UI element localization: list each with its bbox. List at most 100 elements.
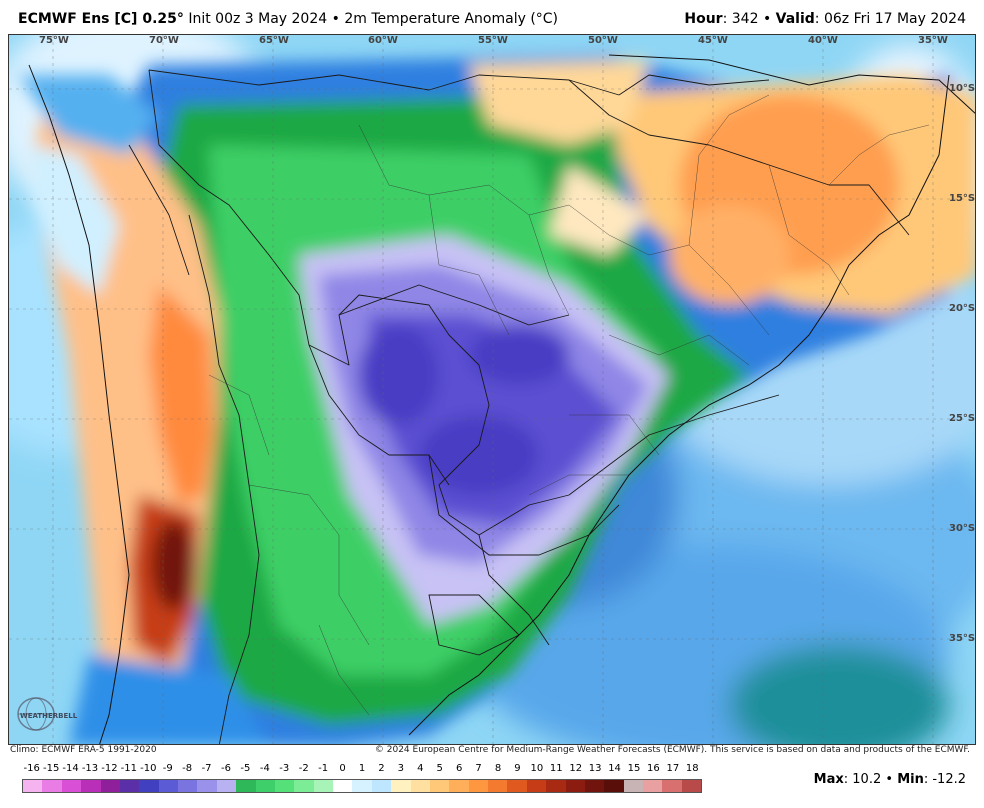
colorbar-swatch: [488, 780, 508, 792]
lon-label-35w: 35°W: [918, 35, 948, 46]
colorbar-legend: -16 -15 -14 -13 -12 -11 -10 -9 -8 -7 -6 -5 -4 -3 -2 -1 0…: [22, 763, 702, 803]
colorbar-swatch: [333, 780, 353, 792]
map-title: ECMWF Ens [C] 0.25° Init 00z 3 May 2024 …: [18, 11, 558, 27]
valid-label: Valid: [775, 11, 815, 27]
max-label: Max: [813, 772, 844, 787]
colorbar-swatch: [100, 780, 120, 792]
colorbar-tick-label: -15: [42, 763, 60, 774]
lon-label-70w: 70°W: [149, 35, 179, 46]
colorbar-tick-label: 16: [647, 763, 660, 774]
copyright-note: © 2024 European Centre for Medium-Range …: [374, 745, 970, 755]
colorbar-swatch: [236, 780, 256, 792]
colorbar-swatch: [216, 780, 237, 792]
colorbar-swatch: [662, 780, 682, 792]
colorbar-swatch: [119, 780, 140, 792]
colorbar-tick-label: -14: [62, 763, 79, 774]
colorbar-tick-label: 9: [514, 763, 521, 774]
state-borders: [208, 94, 930, 716]
map-canvas: [9, 35, 975, 744]
colorbar-tick-label: 4: [417, 763, 424, 774]
colorbar-tick-label: -3: [279, 763, 290, 774]
colorbar-swatch: [352, 780, 372, 792]
colorbar-swatch: [371, 780, 392, 792]
colorbar-swatch: [546, 780, 566, 792]
weatherbell-logo: WEATHERBELL: [14, 694, 84, 734]
forecast-time: Hour: 342 • Valid: 06z Fri 17 May 2024: [684, 11, 966, 27]
init-time: Init 00z 3 May 2024: [188, 11, 328, 27]
lon-label-45w: 45°W: [698, 35, 728, 46]
colorbar-swatch: [391, 780, 411, 792]
colorbar-swatch: [643, 780, 663, 792]
lon-label-60w: 60°W: [368, 35, 398, 46]
colorbar-swatch: [178, 780, 198, 792]
max-min-readout: Max: 10.2 • Min: -12.2: [813, 772, 966, 787]
lat-label-30s: 30°S: [949, 523, 976, 534]
min-value: -12.2: [932, 772, 966, 787]
colorbar-swatch: [313, 780, 333, 792]
colorbar-swatch: [449, 780, 469, 792]
colorbar-swatch: [23, 780, 43, 792]
lon-label-50w: 50°W: [588, 35, 618, 46]
land-anomaly-field: [19, 55, 975, 744]
colorbar-tick-label: 0: [339, 763, 346, 774]
lon-label-55w: 55°W: [478, 35, 508, 46]
colorbar-tick-label: 15: [627, 763, 641, 774]
stats-bullet: •: [885, 772, 894, 787]
lon-label-65w: 65°W: [259, 35, 289, 46]
hour-value: 342: [731, 11, 759, 27]
colorbar-tick-label: -13: [81, 763, 99, 774]
colorbar-swatch: [507, 780, 527, 792]
colorbar-swatch: [197, 780, 217, 792]
colorbar-tick-label: 1: [358, 763, 366, 774]
colorbar-swatch: [42, 780, 62, 792]
max-value: 10.2: [852, 772, 882, 787]
lon-label-75w: 75°W: [39, 35, 69, 46]
colorbar-swatch: [81, 780, 101, 792]
valid-value: 06z Fri 17 May 2024: [823, 11, 966, 27]
header: ECMWF Ens [C] 0.25° Init 00z 3 May 2024 …: [0, 0, 984, 34]
degree-sign: °: [176, 11, 184, 27]
colorbar-swatch: [255, 780, 275, 792]
lat-label-10s: 10°S: [949, 83, 976, 94]
graticule: [9, 35, 975, 744]
colorbar-tick-label: -8: [182, 763, 193, 774]
title-bullet: •: [331, 11, 340, 27]
colorbar-tick-label: -11: [120, 763, 138, 774]
colorbar-swatch: [274, 780, 295, 792]
field-name: 2m Temperature Anomaly (°C): [344, 11, 559, 27]
colorbar-tick-label: -16: [23, 763, 40, 774]
colorbar-tick-label: 13: [588, 763, 602, 774]
colorbar-tick-label: 18: [685, 763, 699, 774]
colorbar-tick-label: 5: [436, 763, 443, 774]
colorbar-tick-label: -7: [201, 763, 212, 774]
colorbar-swatch: [526, 780, 547, 792]
colorbar-swatches: [22, 779, 702, 793]
colorbar-tick-label: 7: [475, 763, 482, 774]
colorbar-swatch: [158, 780, 178, 792]
colorbar-tick-label: -5: [240, 763, 251, 774]
lat-label-35s: 35°S: [949, 633, 976, 644]
colorbar-tick-label: -12: [101, 763, 118, 774]
colorbar-tick-label: 6: [455, 763, 463, 774]
colorbar-swatch: [410, 780, 430, 792]
colorbar-swatch: [294, 780, 314, 792]
colorbar-tick-label: -1: [318, 763, 329, 774]
colorbar-swatch: [61, 780, 82, 792]
colorbar-swatch: [681, 780, 702, 792]
anomaly-map[interactable]: 75°W 70°W 65°W 60°W 55°W 50°W 45°W 40°W …: [8, 34, 976, 745]
hour-label: Hour: [684, 11, 723, 27]
min-label: Min: [897, 772, 924, 787]
colorbar-swatch: [623, 780, 643, 792]
colorbar-tick-label: -9: [162, 763, 173, 774]
colorbar-tick-label: 3: [397, 763, 405, 774]
colorbar-swatch: [604, 780, 624, 792]
colorbar-tick-label: 2: [378, 763, 385, 774]
lat-label-20s: 20°S: [949, 303, 976, 314]
colorbar-tick-label: -6: [221, 763, 231, 774]
colorbar-swatch: [584, 780, 605, 792]
model-name: ECMWF Ens [C] 0.25: [18, 11, 177, 27]
colorbar-tick-label: -4: [259, 763, 270, 774]
colorbar-tick-label: 12: [569, 763, 583, 774]
logo-text: WEATHERBELL: [20, 712, 78, 720]
lon-label-40w: 40°W: [808, 35, 838, 46]
